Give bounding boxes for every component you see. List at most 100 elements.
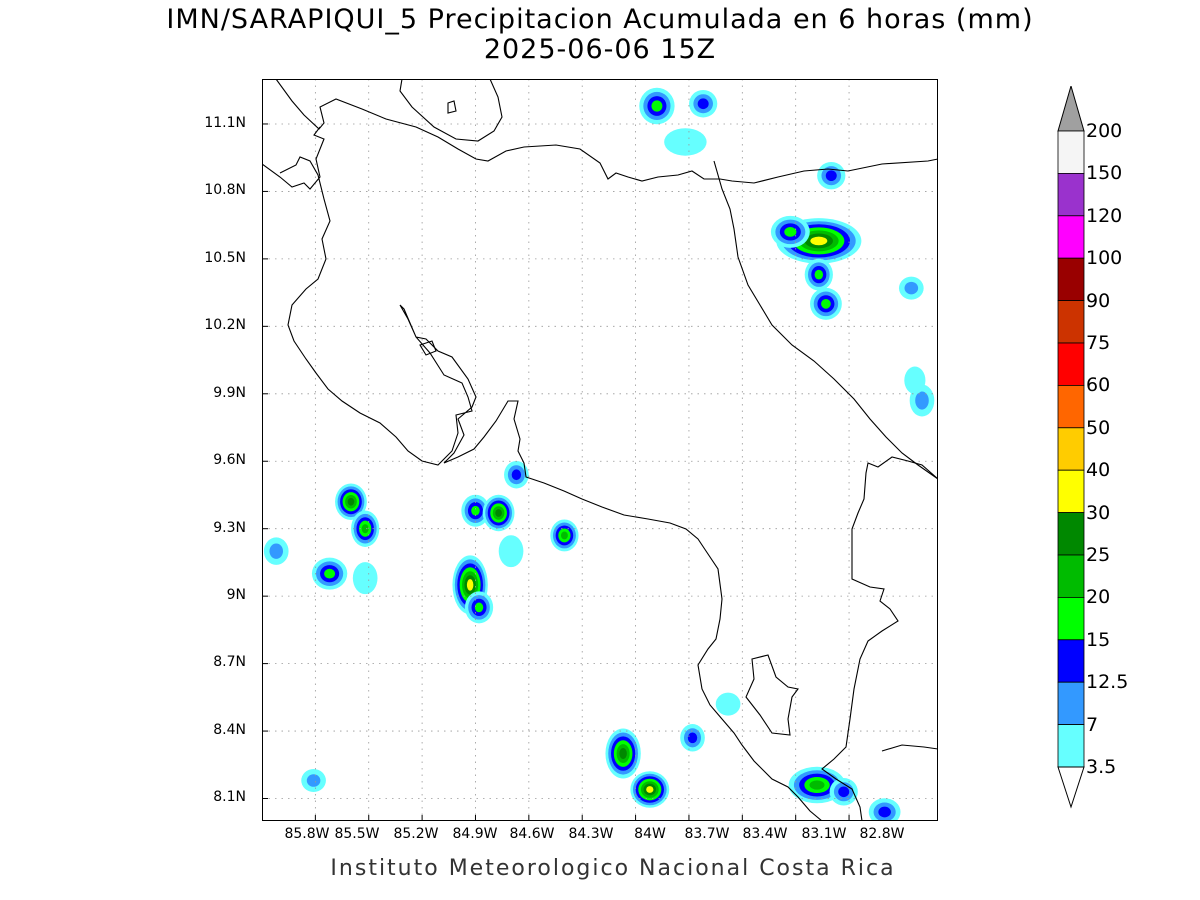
colorbar-swatch [1057, 300, 1085, 344]
colorbar-over-triangle [1057, 86, 1085, 132]
nicaragua-lake-shore [399, 79, 503, 142]
colorbar-swatch [1057, 554, 1085, 598]
precip-cell [550, 519, 579, 552]
precip-contour [821, 298, 831, 309]
nicoya-gulf-island [419, 340, 437, 356]
precip-cell [904, 366, 926, 395]
colorbar-label: 75 [1086, 332, 1111, 354]
precip-contour [825, 170, 837, 182]
precip-contour [651, 100, 663, 112]
colorbar-label: 30 [1086, 501, 1111, 524]
x-tick-label: 84.9W [452, 826, 498, 842]
precip-cell [498, 535, 524, 568]
colorbar-label: 120 [1086, 204, 1123, 227]
costa-rica-coastline-north [275, 79, 938, 184]
footer-credit: Instituto Meteorologico Nacional Costa R… [330, 856, 896, 881]
precip-cell [335, 483, 367, 520]
x-tick-label: 83.7W [684, 826, 730, 842]
precip-cell [504, 460, 529, 489]
x-tick-label: 84.6W [509, 826, 555, 842]
caribbean-coast [713, 160, 938, 480]
colorbar-swatch [1057, 427, 1085, 471]
precip-cell [689, 89, 718, 118]
map-subtitle-datetime: 2025-06-06 15Z [483, 34, 717, 65]
precip-cell [311, 557, 348, 590]
y-tick-label: 8.4N [213, 722, 246, 738]
y-tick-label: 9.9N [213, 385, 246, 401]
panama-coast-south [881, 744, 938, 752]
precip-contour [915, 391, 929, 410]
x-tick-label: 82.8W [859, 826, 905, 842]
colorbar-swatch [1057, 596, 1085, 641]
precip-contour [904, 281, 919, 295]
precip-cell [639, 87, 675, 125]
precip-cell [301, 769, 326, 793]
precip-cell [770, 215, 810, 248]
precip-contour [687, 732, 698, 744]
precip-cell [664, 128, 707, 156]
colorbar-swatch [1057, 173, 1085, 217]
precipitation-map [262, 79, 938, 821]
colorbar-swatch [1057, 724, 1085, 768]
precip-contour [269, 543, 284, 559]
precip-cell [817, 161, 846, 190]
colorbar-under-triangle [1057, 766, 1085, 809]
colorbar-label: 15 [1086, 628, 1111, 651]
precip-contour [664, 128, 707, 156]
colorbar-label: 200 [1086, 120, 1123, 142]
y-tick-label: 9.6N [213, 452, 246, 468]
precip-contour [810, 236, 828, 246]
burica-peninsula [745, 654, 799, 736]
precip-cell [810, 287, 842, 320]
precip-cell [461, 494, 490, 527]
precip-cell [715, 692, 741, 716]
precip-contour [838, 786, 850, 798]
precip-contour [560, 531, 568, 540]
colorbar-label: 12.5 [1086, 671, 1129, 694]
precip-cell [482, 494, 515, 532]
x-tick-label: 83.1W [801, 826, 847, 842]
precip-cell [804, 258, 833, 291]
colorbar-label: 3.5 [1086, 756, 1117, 778]
x-tick-label: 84.3W [568, 826, 614, 842]
precip-contour [715, 692, 741, 716]
costa-rica-pacific-coast [262, 126, 823, 821]
colorbar-label: 50 [1086, 416, 1111, 439]
precipitation-field [263, 87, 935, 821]
precip-cell [630, 771, 670, 808]
precip-contour [511, 469, 522, 481]
y-tick-label: 10.5N [204, 250, 246, 266]
precip-cell [263, 537, 289, 565]
precip-contour [324, 568, 336, 579]
x-tick-label: 84W [634, 826, 666, 842]
colorbar-swatch [1057, 257, 1085, 301]
precip-contour [809, 780, 825, 790]
colorbar-label: 20 [1086, 586, 1111, 609]
precip-contour [347, 497, 355, 506]
precip-contour [784, 227, 797, 237]
precip-contour [474, 602, 484, 613]
precip-contour [814, 269, 824, 280]
precip-contour [361, 524, 369, 534]
precip-cell [605, 728, 641, 779]
precip-contour [904, 366, 926, 395]
colorbar-swatch [1057, 130, 1085, 174]
precip-contour [306, 774, 321, 787]
colorbar-label: 40 [1086, 459, 1111, 482]
precip-cell [351, 510, 380, 547]
coastline [262, 79, 938, 821]
x-tick-label: 85.5W [334, 826, 380, 842]
precipitation-colorbar [1057, 86, 1085, 809]
precip-cell [352, 562, 378, 595]
y-tick-label: 8.7N [213, 654, 246, 670]
nicaragua-lake-island [447, 100, 457, 114]
precip-contour [498, 535, 524, 568]
colorbar-swatch [1057, 639, 1085, 683]
precip-cell [680, 724, 705, 752]
colorbar-swatch [1057, 512, 1085, 556]
precip-contour [697, 98, 709, 110]
y-tick-label: 10.8N [204, 182, 246, 198]
precip-cell [464, 591, 494, 624]
lat-lon-grid [262, 79, 938, 821]
colorbar-swatch [1057, 384, 1085, 429]
